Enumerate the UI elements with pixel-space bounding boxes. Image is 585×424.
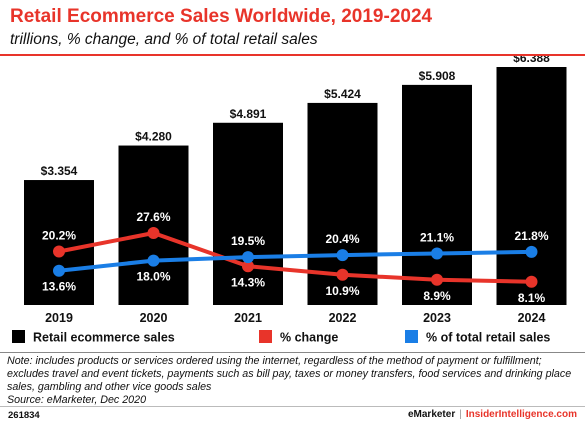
line-series bbox=[53, 227, 538, 288]
pct-total-point-2020 bbox=[147, 254, 160, 267]
x-tick-2023: 2023 bbox=[423, 311, 451, 325]
x-tick-2021: 2021 bbox=[234, 311, 262, 325]
bar-label-2022: $5.424 bbox=[324, 87, 361, 101]
x-axis-ticks: 2019 2020 2021 2022 2023 2024 bbox=[45, 311, 545, 325]
pct-total-point-2023 bbox=[431, 247, 443, 260]
bar-label-2020: $4.280 bbox=[135, 130, 172, 144]
brand-emarketer: eMarketer bbox=[407, 409, 456, 420]
pct-total-point-2024 bbox=[525, 245, 538, 258]
brand-insider-intelligence[interactable]: InsiderIntelligence.com bbox=[465, 409, 577, 420]
brand-separator: | bbox=[459, 409, 462, 420]
pct-total-point-2021 bbox=[242, 251, 254, 264]
bar-2020 bbox=[118, 145, 189, 305]
footer-divider bbox=[0, 406, 585, 407]
pct-change-point-2020 bbox=[147, 227, 160, 239]
note-text: Note: includes products or services orde… bbox=[7, 355, 572, 393]
pct-change-label-2019: 20.2% bbox=[42, 229, 76, 243]
pct-total-label-2022: 20.4% bbox=[325, 232, 359, 246]
x-tick-2022: 2022 bbox=[329, 311, 357, 325]
x-tick-2019: 2019 bbox=[45, 311, 73, 325]
bar-2019 bbox=[24, 180, 94, 305]
chart-id: 261834 bbox=[8, 410, 40, 421]
bar-2024 bbox=[496, 67, 567, 305]
bar-label-2023: $5.908 bbox=[419, 69, 456, 83]
bar-2021 bbox=[213, 122, 283, 305]
chart-subtitle: trillions, % change, and % of total reta… bbox=[10, 31, 318, 48]
legend-pct-total-swatch bbox=[405, 330, 418, 343]
pct-total-point-2022 bbox=[336, 249, 349, 262]
pct-total-label-2023: 21.1% bbox=[420, 230, 454, 244]
pct-total-label-2021: 19.5% bbox=[231, 234, 265, 248]
chart-note: Note: includes products or services orde… bbox=[7, 355, 582, 407]
note-divider bbox=[0, 352, 585, 353]
pct-change-point-2021 bbox=[242, 260, 254, 273]
x-tick-2020: 2020 bbox=[140, 311, 168, 325]
brand-footer: eMarketer | InsiderIntelligence.com bbox=[408, 409, 577, 420]
pct-change-label-2022: 10.9% bbox=[325, 284, 359, 298]
bar-2023 bbox=[402, 84, 472, 305]
pct-total-point-2019 bbox=[53, 264, 65, 277]
pct-change-point-2022 bbox=[336, 268, 349, 281]
data-labels: $3.354 $4.280 $4.891 $5.424 $5.908 $6.388 20.2… bbox=[41, 56, 551, 305]
x-tick-2024: 2024 bbox=[518, 311, 546, 325]
pct-change-label-2024: 8.1% bbox=[518, 291, 546, 305]
pct-total-label-2024: 21.8% bbox=[514, 229, 548, 243]
legend-ecommerce-sales-swatch bbox=[12, 330, 25, 343]
legend: Retail ecommerce sales % change % of total… bbox=[12, 330, 550, 345]
pct-change-line bbox=[58, 231, 532, 284]
pct-change-point-2019 bbox=[53, 245, 65, 258]
legend-ecommerce-sales-label: Retail ecommerce sales bbox=[33, 331, 175, 345]
pct-total-label-2020: 18.0% bbox=[136, 270, 170, 284]
pct-change-label-2023: 8.9% bbox=[423, 289, 451, 303]
title-divider bbox=[0, 54, 585, 56]
source-text: Source: eMarketer, Dec 2020 bbox=[7, 394, 147, 406]
pct-change-label-2020: 27.6% bbox=[136, 210, 170, 224]
legend-pct-total-label: % of total retail sales bbox=[426, 331, 550, 345]
pct-total-label-2019: 13.6% bbox=[42, 280, 76, 294]
pct-change-point-2024 bbox=[525, 275, 538, 288]
pct-total-line bbox=[58, 249, 532, 273]
bar-label-2024: $6.388 bbox=[513, 56, 550, 65]
chart-area: $3.354 $4.280 $4.891 $5.424 $5.908 $6.388 20.2… bbox=[12, 56, 567, 345]
legend-pct-change-label: % change bbox=[280, 331, 338, 345]
legend-pct-change-swatch bbox=[259, 330, 272, 343]
pct-change-label-2021: 14.3% bbox=[231, 275, 265, 289]
pct-change-point-2023 bbox=[431, 273, 443, 286]
bar-label-2019: $3.354 bbox=[41, 164, 78, 178]
bar-label-2021: $4.891 bbox=[230, 107, 267, 121]
chart-title: Retail Ecommerce Sales Worldwide, 2019-2… bbox=[10, 6, 433, 27]
